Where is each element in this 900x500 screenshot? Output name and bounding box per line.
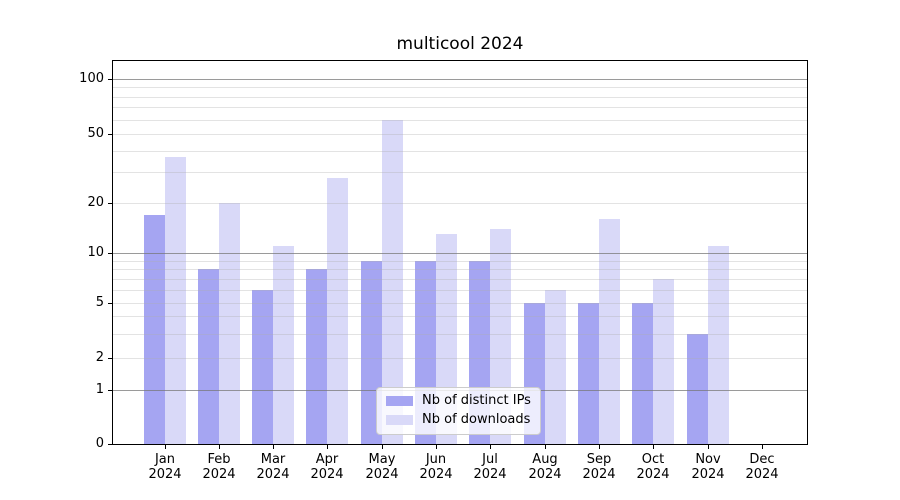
legend: Nb of distinct IPs Nb of downloads <box>376 387 541 435</box>
x-tick-mar <box>273 445 274 449</box>
x-tick-apr <box>327 445 328 449</box>
y-tick-10 <box>108 253 112 254</box>
bar-nb-of-distinct-ips-mar <box>252 289 274 444</box>
y-tick-label-2: 2 <box>95 350 104 365</box>
x-tick-dec <box>762 445 763 449</box>
x-tick-oct <box>653 445 654 449</box>
x-tick-label-jul: Jul 2024 <box>473 452 507 482</box>
bar-nb-of-distinct-ips-feb <box>197 269 219 444</box>
bar-nb-of-distinct-ips-sep <box>578 303 600 444</box>
bar-nb-of-downloads-jan <box>164 156 186 444</box>
y-tick-label-5: 5 <box>95 295 104 310</box>
bar-nb-of-distinct-ips-oct <box>632 303 654 444</box>
plot-area: Nb of distinct IPs Nb of downloads <box>112 60 808 445</box>
legend-label-distinct-ips: Nb of distinct IPs <box>422 393 531 408</box>
legend-label-downloads: Nb of downloads <box>422 412 531 427</box>
y-tick-label-10: 10 <box>87 245 104 260</box>
y-tick-label-100: 100 <box>79 71 104 86</box>
bar-nb-of-downloads-mar <box>273 246 295 444</box>
x-tick-aug <box>545 445 546 449</box>
x-tick-nov <box>708 445 709 449</box>
x-tick-jul <box>490 445 491 449</box>
x-tick-label-dec: Dec 2024 <box>745 452 779 482</box>
y-tick-label-1: 1 <box>95 382 104 397</box>
y-tick-label-50: 50 <box>87 126 104 141</box>
x-tick-label-mar: Mar 2024 <box>256 452 290 482</box>
bar-nb-of-distinct-ips-jan <box>143 214 165 444</box>
y-tick-20 <box>108 203 112 204</box>
x-tick-jan <box>165 445 166 449</box>
bar-nb-of-downloads-may <box>381 119 403 444</box>
y-tick-0 <box>108 444 112 445</box>
bar-nb-of-downloads-oct <box>653 278 675 444</box>
x-tick-label-apr: Apr 2024 <box>310 452 344 482</box>
bar-nb-of-downloads-nov <box>707 246 729 444</box>
x-tick-sep <box>599 445 600 449</box>
chart-title: multicool 2024 <box>396 34 524 54</box>
x-tick-label-jun: Jun 2024 <box>419 452 453 482</box>
x-tick-feb <box>219 445 220 449</box>
x-tick-label-feb: Feb 2024 <box>202 452 236 482</box>
x-tick-label-nov: Nov 2024 <box>691 452 725 482</box>
y-tick-label-20: 20 <box>87 195 104 210</box>
y-tick-100 <box>108 79 112 80</box>
legend-swatch-distinct-ips <box>386 396 413 406</box>
x-tick-label-aug: Aug 2024 <box>528 452 562 482</box>
y-tick-5 <box>108 303 112 304</box>
bar-nb-of-downloads-apr <box>327 177 349 444</box>
legend-item-downloads: Nb of downloads <box>386 412 531 428</box>
legend-swatch-downloads <box>386 415 413 425</box>
x-tick-label-may: May 2024 <box>365 452 399 482</box>
x-tick-jun <box>436 445 437 449</box>
y-tick-1 <box>108 390 112 391</box>
y-tick-50 <box>108 134 112 135</box>
bar-nb-of-distinct-ips-nov <box>686 333 708 444</box>
bar-nb-of-distinct-ips-apr <box>306 269 328 444</box>
legend-item-distinct-ips: Nb of distinct IPs <box>386 393 531 409</box>
x-tick-label-sep: Sep 2024 <box>582 452 616 482</box>
bar-nb-of-downloads-feb <box>218 203 240 444</box>
bar-nb-of-downloads-sep <box>599 219 621 444</box>
x-tick-label-oct: Oct 2024 <box>636 452 670 482</box>
x-tick-may <box>382 445 383 449</box>
y-tick-label-0: 0 <box>95 436 104 451</box>
y-tick-2 <box>108 358 112 359</box>
x-tick-label-jan: Jan 2024 <box>148 452 182 482</box>
bar-nb-of-downloads-aug <box>544 289 566 444</box>
